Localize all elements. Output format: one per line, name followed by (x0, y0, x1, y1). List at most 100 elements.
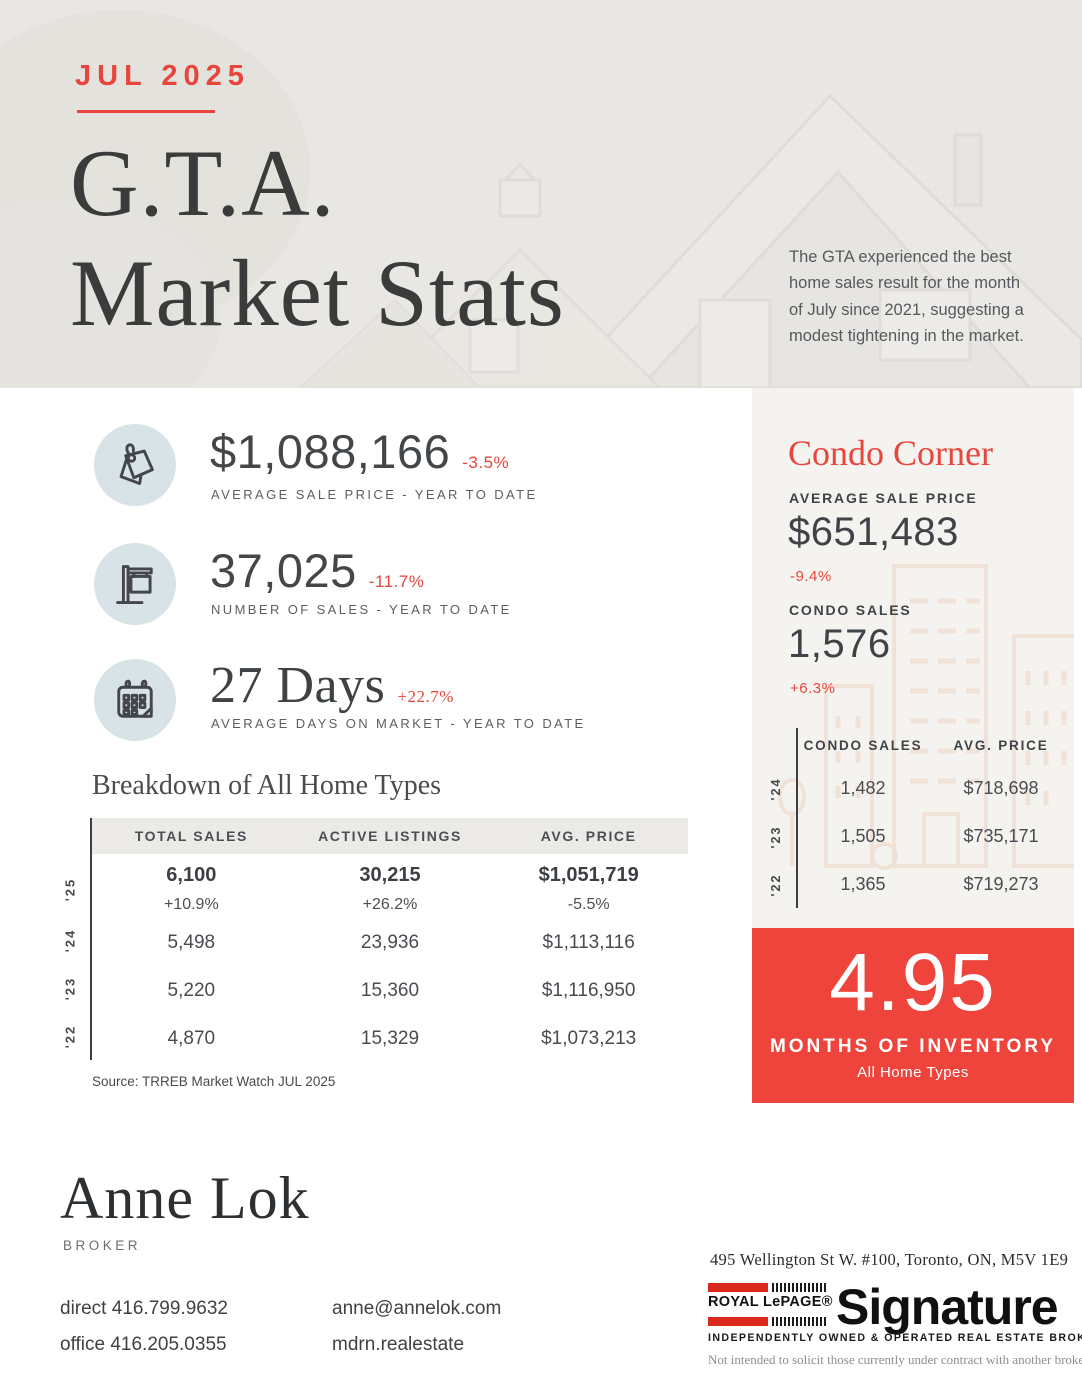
market-summary-text: The GTA experienced the best home sales … (789, 248, 1024, 346)
avg-sale-price-label: AVERAGE SALE PRICE - YEAR TO DATE (211, 487, 538, 502)
house-photo-background (0, 10, 1082, 388)
table-row-2022: 4,870 15,329 $1,073,213 (92, 1028, 688, 1050)
condo-cell-2022-avg-price: $719,273 (963, 874, 1039, 894)
brokerage-tagline: INDEPENDENTLY OWNED & OPERATED REAL ESTA… (708, 1332, 1082, 1344)
table-row-2024: 5,498 23,936 $1,113,116 (92, 932, 688, 954)
page-title-line2: Market Stats (70, 240, 565, 347)
avg-sale-price-value: $1,088,166 -3.5% (210, 424, 509, 479)
royal-lepage-logo: ROYAL LePAGE® (708, 1283, 833, 1330)
condo-year-label-23: '23 (769, 825, 783, 849)
logo-barcode-top (772, 1283, 828, 1292)
number-of-sales-value: 37,025 -11.7% (210, 543, 424, 598)
breakdown-table-header: TOTAL SALES ACTIVE LISTINGS AVG. PRICE (92, 818, 688, 854)
condo-buildings-illustration (778, 564, 1074, 870)
issue-date: JUL 2025 (75, 60, 250, 92)
sales-icon-circle (94, 543, 176, 625)
cell-2024-avg-price: $1,113,116 (542, 932, 635, 953)
page-title-line1: G.T.A. (70, 130, 336, 236)
cell-2025-total-sales-change: +10.9% (163, 896, 219, 913)
number-of-sales-number: 37,025 (210, 544, 357, 597)
days-on-market-value: 27 Days +22.7% (210, 656, 454, 715)
condo-cell-2023-sales: 1,505 (840, 826, 886, 846)
phone-direct: direct 416.799.9632 (60, 1298, 228, 1319)
condo-cell-2022-sales: 1,365 (840, 874, 886, 894)
condo-table-header: CONDO SALES AVG. PRICE (798, 738, 1074, 753)
condo-column-header-sales: CONDO SALES (803, 738, 923, 753)
calendar-icon (117, 679, 153, 718)
brokerage-disclaimer: Not intended to solicit those currently … (708, 1352, 1082, 1367)
logo-red-bar-top (708, 1283, 768, 1292)
condo-year-label-24: '24 (769, 777, 783, 801)
cell-2025-active-listings: 30,215 (359, 864, 421, 886)
number-of-sales-change: -11.7% (368, 572, 425, 591)
cell-2023-total-sales: 5,220 (167, 980, 216, 1001)
agent-name: Anne Lok (60, 1165, 310, 1231)
year-label-25: '25 (62, 877, 78, 902)
cell-2025-total-sales: 6,100 (166, 864, 217, 886)
months-of-inventory-box: 4.95 MONTHS OF INVENTORY All Home Types (752, 928, 1074, 1103)
number-of-sales-label: NUMBER OF SALES - YEAR TO DATE (211, 602, 512, 617)
inventory-sublabel: All Home Types (857, 1064, 969, 1081)
agent-email: anne@annelok.com (332, 1298, 502, 1319)
condo-sales-value: 1,576 (788, 622, 891, 666)
condo-table-row-2023: 1,505 $735,171 (798, 826, 1074, 847)
condo-cell-2024-avg-price: $718,698 (963, 778, 1039, 798)
cell-2023-avg-price: $1,116,950 (541, 980, 636, 1001)
page-title: G.T.A. Market Stats (70, 128, 565, 348)
condo-table-row-2024: 1,482 $718,698 (798, 778, 1074, 799)
days-on-market-label: AVERAGE DAYS ON MARKET - YEAR TO DATE (211, 716, 586, 731)
avg-price-icon-circle (94, 424, 176, 506)
brokerage-address: 495 Wellington St W. #100, Toronto, ON, … (710, 1250, 1069, 1269)
date-underline (77, 110, 215, 113)
table-row-2023: 5,220 15,360 $1,116,950 (92, 980, 688, 1002)
condo-avg-price-label: AVERAGE SALE PRICE (789, 490, 978, 506)
days-on-market-number: 27 Days (210, 657, 386, 714)
phone-office: office 416.205.0355 (60, 1334, 227, 1355)
condo-table-rule (796, 728, 798, 908)
condo-column-header-avg-price: AVG. PRICE (953, 738, 1049, 753)
condo-corner-panel: Condo Corner AVERAGE SALE PRICE $651,483… (752, 388, 1074, 928)
days-on-market-change: +22.7% (397, 687, 454, 706)
price-tags-icon (119, 443, 154, 486)
brokerage-office-name: Signature (836, 1279, 1059, 1335)
agent-website: mdrn.realestate (332, 1334, 465, 1355)
header-band: JUL 2025 G.T.A. Market Stats The GTA exp… (0, 0, 1082, 388)
table-row-2025-values: 6,100 30,215 $1,051,719 (92, 864, 688, 887)
cell-2025-avg-price-change: -5.5% (567, 896, 610, 913)
condo-sales-change: +6.3% (790, 680, 836, 697)
for-sale-sign-icon (116, 565, 153, 605)
cell-2024-total-sales: 5,498 (167, 932, 216, 953)
breakdown-title: Breakdown of All Home Types (92, 770, 442, 801)
column-header-total-sales: TOTAL SALES (134, 828, 248, 844)
data-source-note: Source: TRREB Market Watch JUL 2025 (92, 1074, 336, 1089)
condo-corner-title: Condo Corner (788, 433, 993, 473)
logo-red-bar-bottom (708, 1317, 768, 1326)
cell-2025-avg-price: $1,051,719 (538, 864, 639, 886)
cell-2023-active-listings: 15,360 (360, 980, 420, 1001)
logo-barcode-bottom (772, 1317, 828, 1326)
condo-year-label-22: '22 (769, 873, 783, 897)
condo-cell-2024-sales: 1,482 (840, 778, 886, 798)
condo-table-row-2022: 1,365 $719,273 (798, 874, 1074, 895)
condo-sales-label: CONDO SALES (789, 602, 912, 618)
cell-2022-total-sales: 4,870 (167, 1028, 216, 1049)
year-label-23: '23 (62, 976, 78, 1001)
table-row-2025-changes: +10.9% +26.2% -5.5% (92, 896, 688, 914)
column-header-avg-price: AVG. PRICE (540, 828, 637, 844)
inventory-value: 4.95 (829, 937, 997, 1028)
year-label-22: '22 (62, 1024, 78, 1049)
year-label-24: '24 (62, 928, 78, 953)
cell-2024-active-listings: 23,936 (360, 932, 420, 953)
days-icon-circle (94, 659, 176, 741)
inventory-label: MONTHS OF INVENTORY (769, 1036, 1057, 1057)
condo-avg-price-value: $651,483 (788, 510, 959, 554)
avg-sale-price-number: $1,088,166 (210, 425, 451, 478)
cell-2022-avg-price: $1,073,213 (541, 1028, 637, 1049)
condo-avg-price-change: -9.4% (790, 568, 832, 585)
cell-2025-active-listings-change: +26.2% (362, 896, 418, 913)
avg-sale-price-change: -3.5% (462, 453, 510, 472)
logo-brand-text: ROYAL LePAGE® (708, 1294, 833, 1310)
breakdown-table-rule (90, 818, 92, 1060)
agent-title: BROKER (63, 1238, 142, 1253)
